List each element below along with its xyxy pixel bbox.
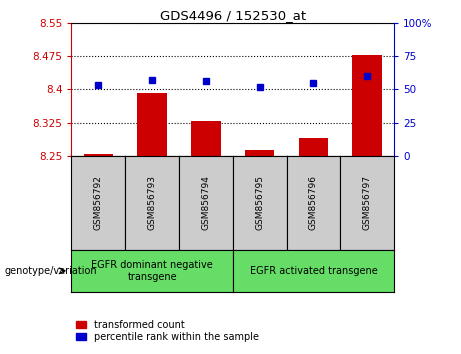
Text: GSM856795: GSM856795 [255,175,264,230]
Text: EGFR activated transgene: EGFR activated transgene [249,266,378,276]
Text: EGFR dominant negative
transgene: EGFR dominant negative transgene [91,260,213,282]
Bar [245,150,274,156]
Text: GSM856793: GSM856793 [148,175,157,230]
Bar [299,138,328,156]
Legend: transformed count, percentile rank within the sample: transformed count, percentile rank withi… [77,320,259,342]
Title: GDS4496 / 152530_at: GDS4496 / 152530_at [160,9,306,22]
Text: GSM856797: GSM856797 [363,175,372,230]
Bar [191,121,221,156]
Text: GSM856792: GSM856792 [94,175,103,230]
Text: GSM856796: GSM856796 [309,175,318,230]
Bar [137,93,167,156]
Bar [353,55,382,156]
Bar [83,154,113,156]
Text: genotype/variation: genotype/variation [5,266,97,276]
Text: GSM856794: GSM856794 [201,175,210,230]
